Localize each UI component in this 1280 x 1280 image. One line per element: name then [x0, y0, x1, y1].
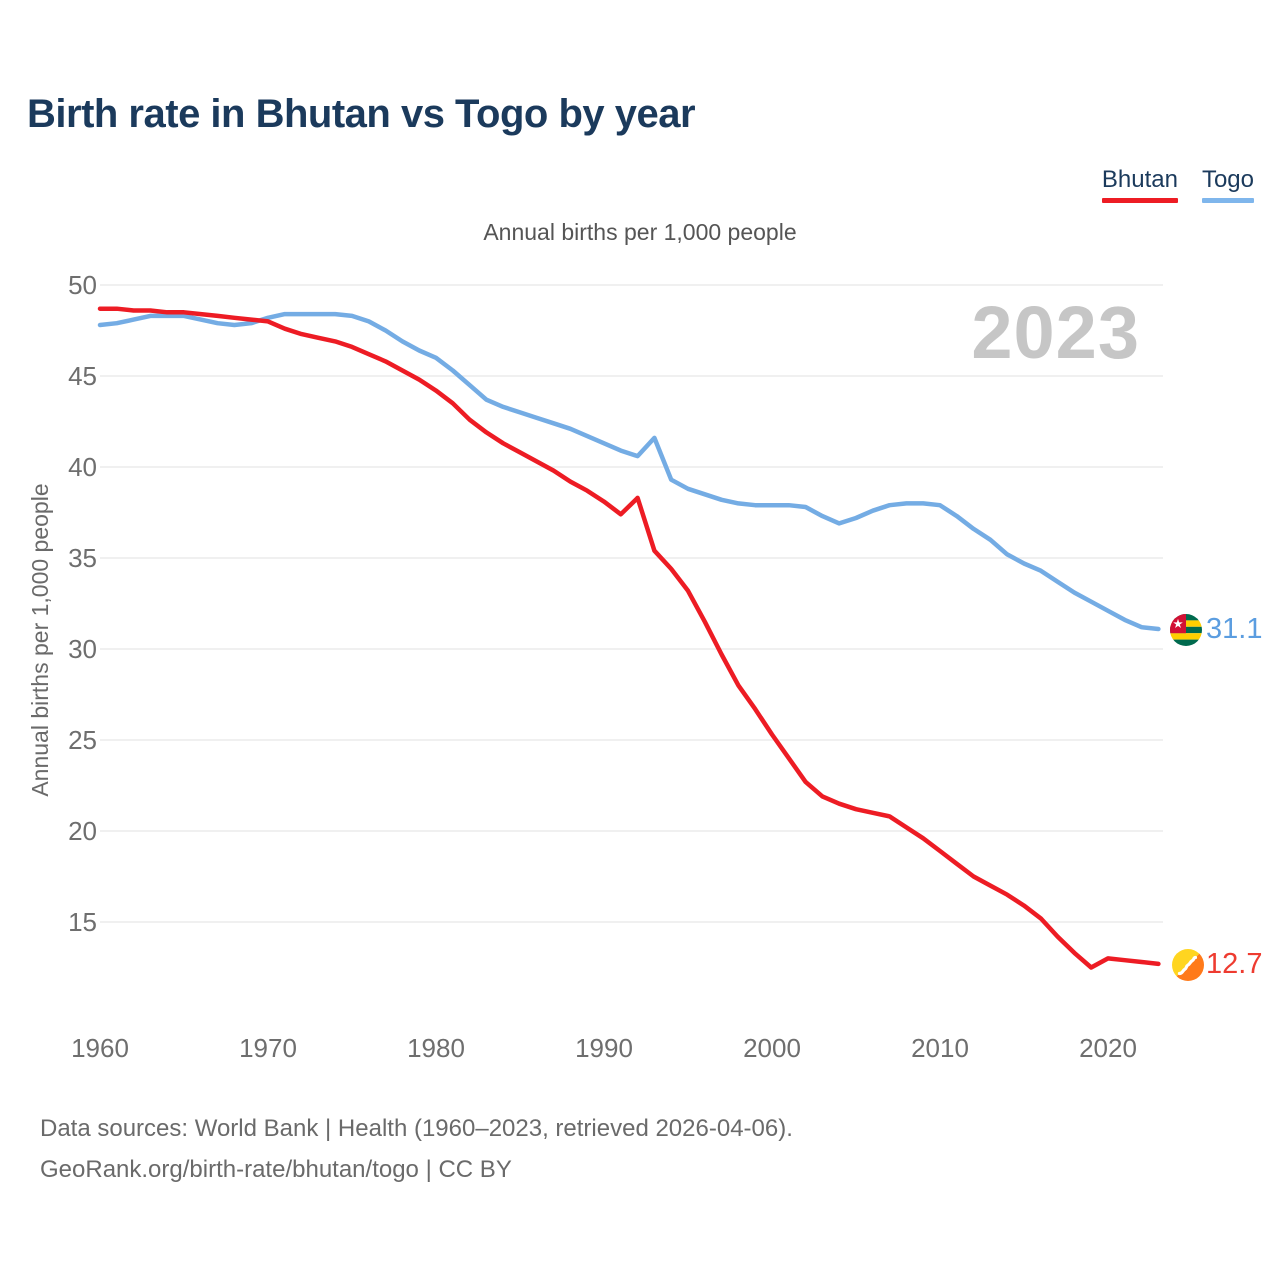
legend-underline: [1201, 198, 1254, 203]
y-tick-label: 35: [68, 543, 97, 573]
year-watermark: 2023: [971, 291, 1140, 374]
footer-sources: Data sources: World Bank | Health (1960–…: [40, 1115, 793, 1142]
series-line-bhutan[interactable]: [97, 306, 1161, 970]
page-title: Birth rate in Bhutan vs Togo by year: [27, 92, 696, 136]
y-tick-label: 20: [68, 816, 97, 846]
y-tick-label: 30: [68, 634, 97, 664]
end-value-bhutan: 12.7: [1206, 948, 1263, 980]
y-tick-label: 45: [68, 361, 97, 391]
togo-flag-icon: [1170, 614, 1202, 646]
x-tick-label: 1960: [71, 1033, 129, 1063]
legend-label-togo: Togo: [1201, 166, 1254, 193]
legend-item-bhutan[interactable]: Bhutan: [1101, 166, 1178, 203]
x-tick-label: 1990: [575, 1033, 633, 1063]
footer: Data sources: World Bank | Health (1960–…: [40, 1108, 793, 1190]
x-tick-label: 1970: [239, 1033, 297, 1063]
y-tick-label: 25: [68, 725, 97, 755]
x-tick-label: 2010: [911, 1033, 969, 1063]
y-tick-label: 50: [68, 270, 97, 300]
y-tick-label: 40: [68, 452, 97, 482]
end-value-togo: 31.1: [1206, 613, 1263, 645]
x-tick-label: 1980: [407, 1033, 465, 1063]
legend-underline: [1101, 198, 1178, 203]
series-line-togo[interactable]: [97, 311, 1161, 632]
x-tick-label: 2020: [1079, 1033, 1137, 1063]
bhutan-flag-icon: [1172, 949, 1204, 981]
legend-item-togo[interactable]: Togo: [1201, 166, 1254, 203]
legend-label-bhutan: Bhutan: [1101, 166, 1178, 193]
chart-subtitle: Annual births per 1,000 people: [483, 219, 797, 245]
footer-attribution: GeoRank.org/birth-rate/bhutan/togo | CC …: [40, 1156, 512, 1183]
x-tick-label: 2000: [743, 1033, 801, 1063]
y-tick-label: 15: [68, 907, 97, 937]
legend: Bhutan Togo: [1101, 166, 1254, 203]
